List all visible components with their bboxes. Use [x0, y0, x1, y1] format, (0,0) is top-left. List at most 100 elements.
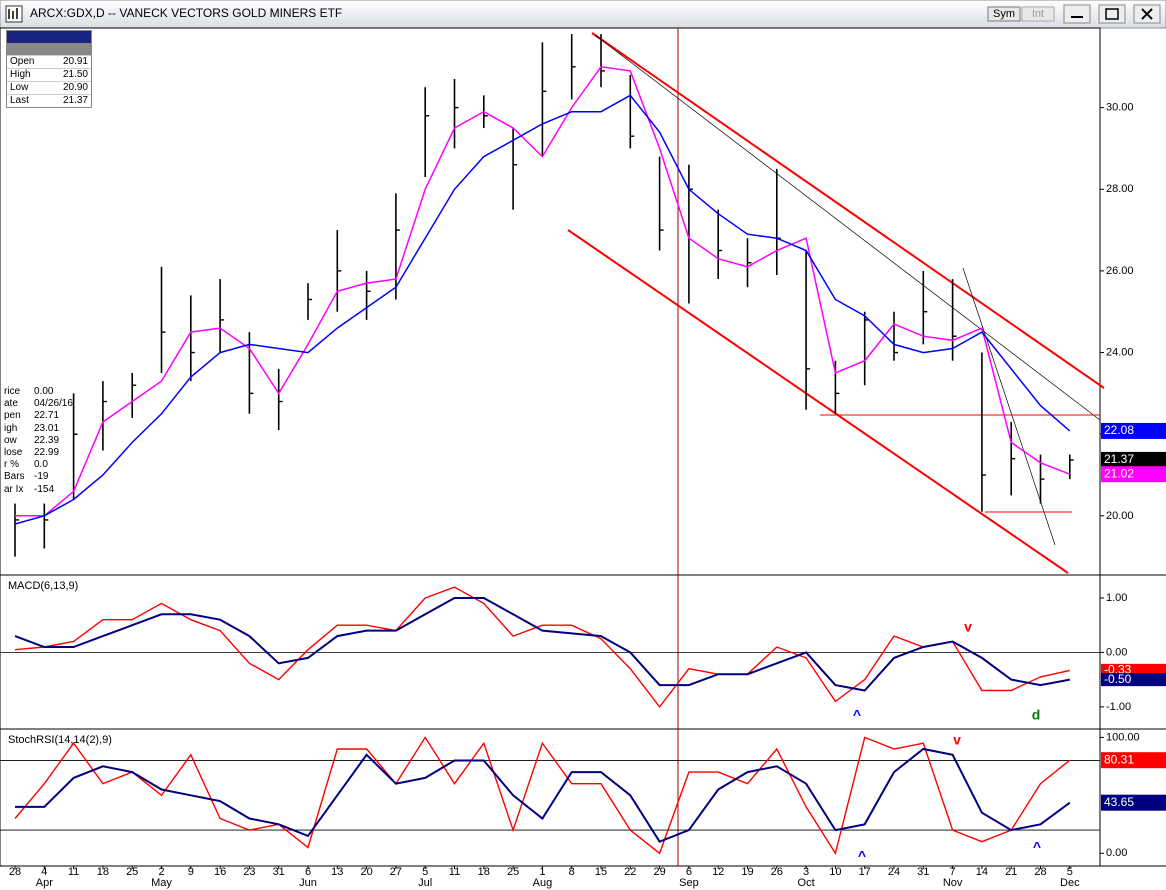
- data-window-row: pen 22.71: [0, 410, 73, 422]
- trend-channel: [567, 229, 1069, 574]
- data-window-row: Bars -19: [0, 471, 73, 483]
- data-window-value: 22.71: [34, 410, 60, 422]
- x-tick-label: 18: [478, 866, 490, 878]
- x-month-label: Aug: [533, 877, 553, 889]
- x-tick-label: 11: [449, 866, 460, 878]
- trend-channel: [591, 32, 1105, 389]
- x-tick-label: 6: [686, 866, 692, 878]
- x-tick-label: 28: [1034, 866, 1046, 878]
- panel-title: StochRSI(14,14(2),9): [8, 734, 112, 746]
- info-label: Open: [10, 56, 35, 67]
- app-icon: [5, 5, 23, 23]
- series-line: [14, 94, 1071, 525]
- int-button[interactable]: [1021, 6, 1055, 22]
- x-tick-label: 13: [331, 866, 343, 878]
- info-value: 20.90: [62, 82, 88, 93]
- x-tick-label: 14: [976, 866, 988, 878]
- x-tick-label: 29: [653, 866, 665, 878]
- x-tick-label: 7: [950, 866, 956, 878]
- x-tick-label: 15: [595, 866, 607, 878]
- value-flag: [1101, 673, 1166, 687]
- plot-frame: [0, 27, 1101, 867]
- y-tick-label: 0.00: [1106, 646, 1127, 658]
- close-glyph: [1141, 8, 1153, 20]
- data-window: rice 0.00 ate 04/26/16 pen 22.71 igh 23.01 ow 22.…: [0, 386, 73, 496]
- x-tick-label: 21: [1005, 866, 1017, 878]
- value-flag: [1101, 794, 1166, 811]
- x-tick-label: 27: [390, 866, 402, 878]
- value-flag: [1101, 466, 1166, 483]
- info-label: Low: [10, 82, 29, 93]
- y-tick-label: 24.00: [1106, 346, 1134, 358]
- sym-button[interactable]: [987, 6, 1021, 22]
- x-tick-label: 16: [214, 866, 226, 878]
- x-tick-label: 5: [1067, 866, 1073, 878]
- annotation: v: [953, 732, 961, 748]
- x-tick-label: 25: [507, 866, 519, 878]
- x-tick-label: 19: [741, 866, 753, 878]
- annotation: ^: [853, 707, 861, 723]
- y-tick-label: 100.00: [1106, 731, 1140, 743]
- data-window-value: 04/26/16: [34, 398, 73, 410]
- x-tick-label: 6: [305, 866, 311, 878]
- annotation: ^: [1033, 839, 1041, 855]
- data-window-row: igh 23.01: [0, 423, 73, 435]
- data-window-row: ar Ix -154: [0, 484, 73, 496]
- x-month-label: Oct: [798, 877, 815, 889]
- data-window-row: ate 04/26/16: [0, 398, 73, 410]
- info-header: [7, 31, 91, 43]
- y-tick-label: -1.00: [1106, 701, 1131, 713]
- data-window-label: ow: [4, 434, 17, 446]
- data-window-value: 0.0: [34, 459, 48, 471]
- value-flag: [1101, 422, 1166, 439]
- y-tick-label: 30.00: [1106, 102, 1134, 114]
- info-gap: [7, 43, 91, 55]
- x-month-label: Apr: [36, 877, 53, 889]
- int-button-label[interactable]: Int: [1032, 8, 1044, 20]
- x-tick-label: 26: [771, 866, 783, 878]
- x-tick-label: 18: [97, 866, 109, 878]
- y-tick-label: 28.00: [1106, 183, 1134, 195]
- series-line: [14, 597, 1070, 692]
- series-line: [15, 747, 1071, 843]
- x-tick-label: 20: [360, 866, 372, 878]
- data-window-row: lose 22.99: [0, 447, 73, 459]
- data-window-value: 22.99: [34, 447, 60, 459]
- annotation: v: [964, 619, 972, 635]
- x-tick-label: 9: [188, 866, 194, 878]
- app-icon-glyph: [8, 8, 18, 19]
- info-value: 21.50: [62, 69, 88, 80]
- data-window-label: ate: [4, 398, 18, 410]
- x-tick-label: 1: [539, 866, 545, 878]
- maximize-button[interactable]: [1098, 4, 1126, 24]
- sym-button-label[interactable]: Sym: [993, 8, 1015, 20]
- data-window-label: lose: [4, 447, 23, 459]
- trend-line: [962, 267, 1056, 546]
- x-tick-label: 11: [68, 866, 79, 878]
- x-month-label: Sep: [679, 877, 699, 889]
- y-tick-label: 0.00: [1106, 847, 1127, 859]
- info-label: Last: [10, 95, 29, 106]
- x-tick-label: 12: [712, 866, 724, 878]
- info-row: Low 20.90: [7, 81, 91, 94]
- value-flag-label: 21.02: [1104, 466, 1134, 480]
- x-tick-label: 28: [9, 866, 21, 878]
- data-window-label: igh: [4, 422, 18, 434]
- x-month-label: Jul: [418, 877, 432, 889]
- value-flag: [1101, 451, 1166, 468]
- value-flag-label: 21.37: [1104, 452, 1134, 466]
- data-window-value: -19: [34, 471, 49, 483]
- data-window-label: r %: [4, 459, 19, 471]
- x-tick-label: 24: [888, 866, 900, 878]
- value-flag: [1101, 752, 1166, 769]
- info-value: 20.91: [62, 56, 88, 67]
- value-flag-label: 43.65: [1104, 795, 1134, 809]
- annotation: ^: [858, 848, 866, 864]
- x-tick-label: 25: [126, 866, 138, 878]
- minimize-button[interactable]: [1063, 4, 1091, 24]
- value-flag-label: 22.08: [1104, 423, 1134, 437]
- series-line: [15, 65, 1071, 517]
- data-window-label: Bars: [4, 471, 25, 483]
